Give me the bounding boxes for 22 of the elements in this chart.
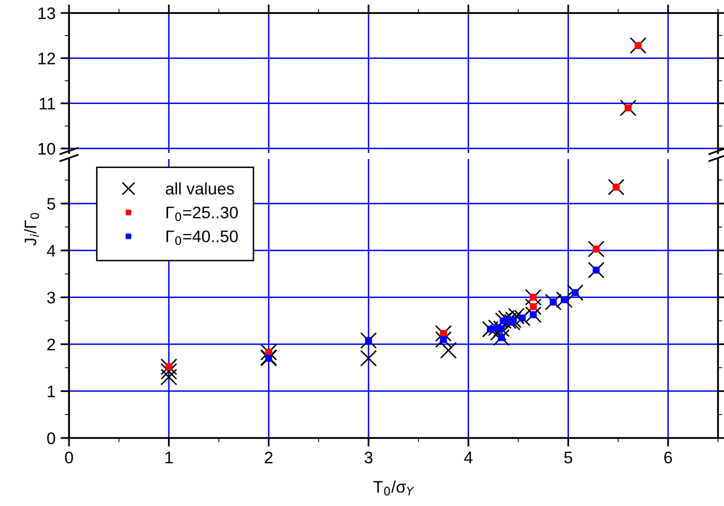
y-tick-label: 1 — [48, 386, 55, 398]
y-tick-label: 13 — [38, 7, 56, 20]
legend-label: all values — [166, 182, 234, 195]
x-tick-label: 3 — [364, 452, 372, 464]
x-axis-title: T$_{0}$/σ$_{Y}$ — [373, 480, 414, 496]
y-tick-label: 4 — [46, 245, 56, 256]
x-tick-label: 2 — [264, 452, 272, 464]
legend-label: Γ$_{0}$=40..50 — [166, 230, 238, 246]
legend-label: Γ$_{0}$=25..30 — [166, 206, 238, 222]
y-tick-label: 11 — [40, 98, 55, 110]
x-tick-label: 5 — [564, 452, 572, 464]
y-tick-label: 3 — [47, 292, 56, 304]
y-tick-label: 2 — [47, 338, 55, 350]
y-tick-label: 12 — [38, 52, 55, 64]
y-tick-label: 0 — [47, 432, 56, 444]
x-tick-label: 6 — [664, 452, 672, 464]
x-tick-label: 0 — [65, 452, 73, 464]
y-tick-label: 5 — [47, 198, 56, 210]
y-axis-title: J$_{i}$/Γ$_{0}$ — [24, 213, 40, 246]
y-tick-label: 10 — [38, 142, 56, 155]
x-tick-label: 1 — [165, 452, 173, 464]
x-tick-label: 4 — [464, 452, 473, 464]
